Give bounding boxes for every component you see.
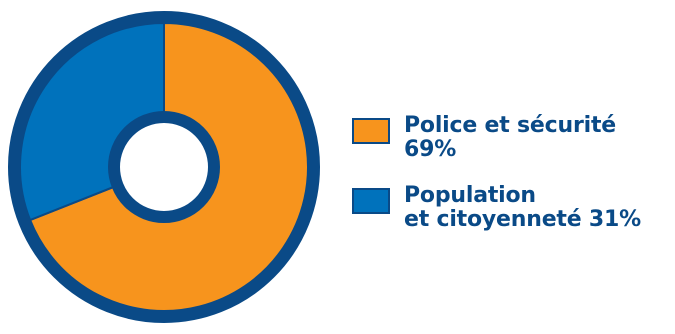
donut-hole	[108, 111, 220, 223]
legend: Police et sécurité 69% Population et cit…	[352, 114, 675, 254]
legend-label-population: Population et citoyenneté 31%	[404, 183, 641, 232]
legend-swatch-population	[352, 188, 390, 214]
legend-label-police: Police et sécurité 69%	[404, 113, 616, 162]
legend-item-police: Police et sécurité 69%	[352, 114, 675, 162]
legend-item-population: Population et citoyenneté 31%	[352, 184, 675, 232]
outer-ring	[8, 11, 320, 323]
donut-chart	[8, 11, 320, 323]
legend-swatch-police	[352, 118, 390, 144]
